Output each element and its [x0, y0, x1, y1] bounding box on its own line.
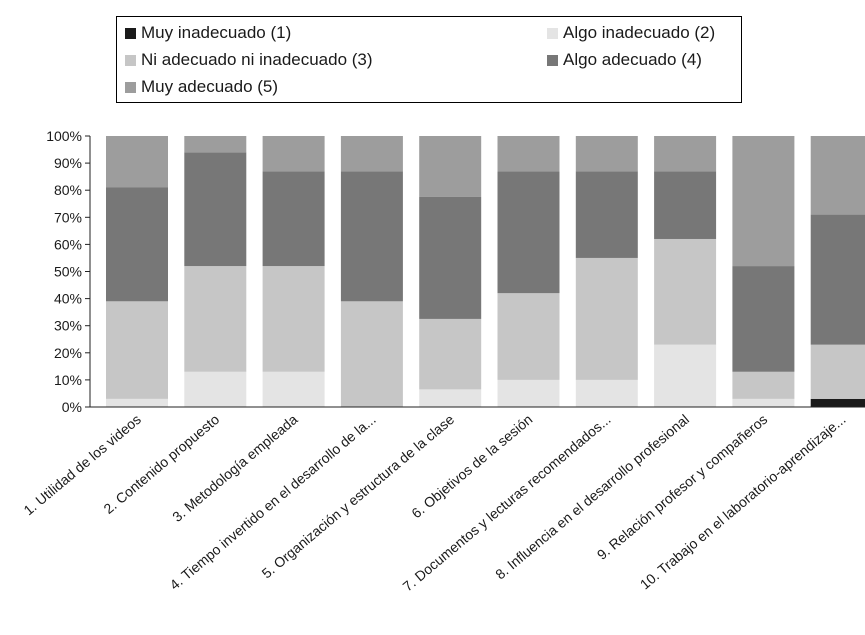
legend-label-muy-inadecuado: Muy inadecuado (1) — [141, 23, 292, 42]
y-tick-label: 80% — [54, 182, 82, 198]
legend-label-algo-adecuado: Algo adecuado (4) — [563, 50, 702, 69]
chart-legend: Muy inadecuado (1) Algo inadecuado (2) N… — [116, 16, 742, 103]
bar-segment — [497, 171, 560, 294]
bar-segment — [419, 318, 482, 390]
legend-entry-algo-adecuado: Algo adecuado (4) — [547, 50, 702, 70]
bar-segment — [106, 187, 168, 302]
bar-segment — [419, 136, 482, 197]
legend-swatch-ni-adecuado — [125, 54, 136, 66]
bar-segment — [575, 136, 638, 172]
y-tick-label: 0% — [62, 399, 82, 415]
bar-segment — [575, 171, 638, 258]
bar-segment — [810, 344, 865, 399]
bar-segment — [262, 171, 325, 267]
y-axis: 0% 10% 20% 30% 40% 50% 60% 70% 80% 90% 100% — [46, 128, 91, 415]
bar-segment — [262, 136, 325, 172]
legend-label-muy-adecuado: Muy adecuado (5) — [141, 77, 279, 96]
bar-segment — [497, 379, 560, 407]
y-tick-label: 40% — [54, 291, 82, 307]
legend-entry-algo-inadecuado: Algo inadecuado (2) — [547, 23, 715, 43]
legend-swatch-muy-adecuado — [125, 81, 136, 93]
x-category-label: 9. Relación profesor y compañeros — [594, 411, 771, 563]
bar-segment — [184, 152, 247, 267]
legend-entry-ni-adecuado: Ni adecuado ni inadecuado (3) — [125, 50, 373, 70]
bar-segment — [262, 266, 325, 372]
y-tick-label: 20% — [54, 345, 82, 361]
bar-segment — [419, 196, 482, 319]
y-tick-label: 50% — [54, 264, 82, 280]
legend-swatch-muy-inadecuado — [125, 27, 136, 39]
bar-segment — [106, 301, 168, 399]
bar-segment — [262, 371, 325, 407]
y-tick-label: 100% — [46, 128, 82, 144]
legend-entry-muy-inadecuado: Muy inadecuado (1) — [125, 23, 291, 43]
bars — [106, 136, 865, 407]
bar-segment — [810, 136, 865, 215]
bar-segment — [184, 266, 247, 372]
y-tick-label: 60% — [54, 236, 82, 252]
legend-entry-muy-adecuado: Muy adecuado (5) — [125, 77, 278, 97]
bar-segment — [184, 136, 247, 153]
y-tick-label: 30% — [54, 318, 82, 334]
bar-segment — [106, 398, 168, 407]
y-tick-label: 90% — [54, 155, 82, 171]
bar-segment — [810, 398, 865, 407]
bar-segment — [340, 171, 403, 302]
bar-segment — [575, 257, 638, 380]
bar-segment — [184, 371, 247, 407]
bar-segment — [340, 136, 403, 172]
bar-segment — [419, 389, 482, 407]
legend-swatch-algo-inadecuado — [547, 27, 558, 39]
bar-segment — [732, 266, 795, 372]
y-tick-label: 10% — [54, 372, 82, 388]
bar-segment — [575, 379, 638, 407]
legend-label-algo-inadecuado: Algo inadecuado (2) — [563, 23, 716, 42]
bar-segment — [340, 301, 403, 407]
x-category-label: 3. Metodología empleada — [169, 411, 300, 525]
bar-segment — [732, 371, 795, 399]
bar-segment — [654, 171, 717, 239]
bar-segment — [106, 136, 168, 188]
y-tick-label: 70% — [54, 209, 82, 225]
bar-segment — [497, 136, 560, 172]
bar-segment — [732, 136, 795, 267]
legend-swatch-algo-adecuado — [547, 54, 558, 66]
bar-segment — [732, 398, 795, 407]
bar-segment — [810, 214, 865, 345]
legend-label-ni-adecuado: Ni adecuado ni inadecuado (3) — [141, 50, 373, 69]
bar-segment — [497, 293, 560, 380]
bar-segment — [654, 344, 717, 407]
bar-segment — [654, 136, 717, 172]
bar-segment — [654, 238, 717, 345]
